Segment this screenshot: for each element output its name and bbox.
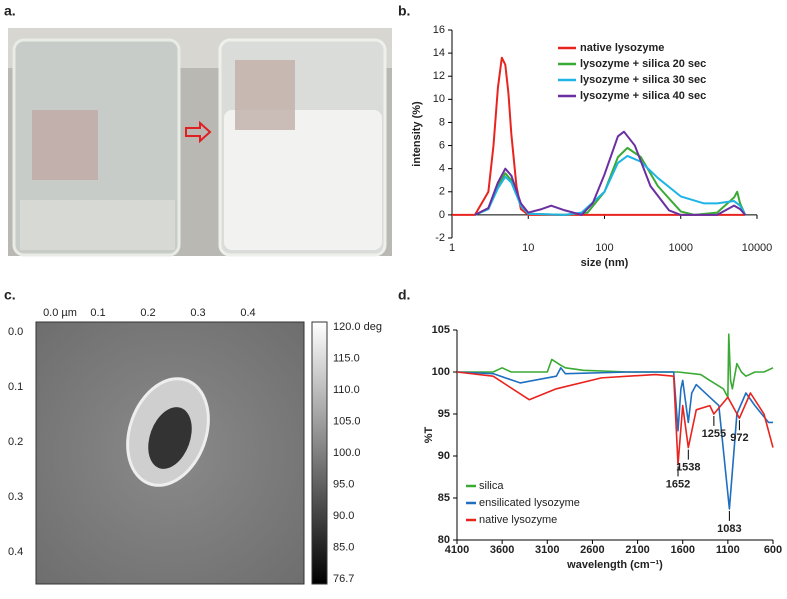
- annotation: 1083: [717, 523, 741, 535]
- colorbar-label: 110.0: [333, 384, 360, 396]
- x-tick-label: 1000: [669, 242, 693, 254]
- legend-label: native lysozyme: [580, 42, 664, 54]
- legend-label: lysozyme + silica 40 sec: [580, 90, 706, 102]
- series-line: [474, 154, 747, 216]
- annotation: 1255: [702, 428, 726, 440]
- y-tick-label: 8: [439, 116, 445, 128]
- legend-label: lysozyme + silica 30 sec: [580, 74, 706, 86]
- x-axis-label: size (nm): [581, 257, 629, 269]
- panel-label: d.: [398, 287, 410, 303]
- series-line: [456, 366, 773, 510]
- afm-x-label: 0.2: [140, 307, 155, 319]
- annotation: 1652: [666, 478, 690, 490]
- y-tick-label: 2: [439, 186, 445, 198]
- colorbar-label: 76.7: [333, 573, 354, 585]
- y-tick-label: 85: [438, 492, 450, 504]
- x-tick-label: 600: [764, 544, 782, 556]
- x-tick-label: 100: [595, 242, 613, 254]
- afm-y-label: 0.2: [8, 436, 23, 448]
- afm-image: [35, 321, 328, 585]
- colorbar-label: 95.0: [333, 478, 354, 490]
- x-tick-label: 2600: [580, 544, 604, 556]
- x-tick-label: 10000: [742, 242, 773, 254]
- y-tick-label: 12: [433, 70, 445, 82]
- annotation: 1538: [676, 462, 700, 474]
- series-line: [457, 333, 774, 399]
- y-axis-label: %T: [423, 426, 435, 443]
- colorbar-label: 85.0: [333, 541, 354, 553]
- x-tick-label: 10: [522, 242, 534, 254]
- legend-label: ensilicated lysozyme: [479, 497, 580, 509]
- y-tick-label: 90: [438, 450, 450, 462]
- x-tick-label: 1: [449, 242, 455, 254]
- colorbar-label: 105.0: [333, 415, 361, 427]
- x-tick-label: 4100: [445, 544, 469, 556]
- afm-y-label: 0.4: [8, 546, 23, 558]
- series-line: [452, 56, 746, 216]
- afm-y-label: 0.3: [8, 491, 23, 503]
- y-tick-label: 14: [433, 47, 445, 59]
- colorbar-label: 100.0: [333, 447, 361, 459]
- y-tick-label: 16: [433, 24, 445, 36]
- annotation: 972: [730, 432, 748, 444]
- legend-label: silica: [479, 480, 504, 492]
- afm-x-label: 0.4: [240, 307, 255, 319]
- x-tick-label: 3100: [535, 544, 559, 556]
- y-tick-label: -2: [435, 232, 445, 244]
- y-tick-label: 105: [432, 324, 450, 336]
- afm-x-label: 0.3: [190, 307, 205, 319]
- afm-x-label: 0.1: [90, 307, 105, 319]
- y-axis-label: intensity (%): [411, 101, 423, 167]
- colorbar-label: 90.0: [333, 510, 354, 522]
- x-tick-label: 3600: [490, 544, 514, 556]
- panel-label: a.: [4, 3, 16, 19]
- y-tick-label: 0: [439, 209, 445, 221]
- afm-x-label: 0.0 µm: [43, 307, 77, 319]
- photo: [8, 28, 392, 257]
- afm-y-label: 0.1: [8, 381, 23, 393]
- y-tick-label: 6: [439, 139, 445, 151]
- legend-label: lysozyme + silica 20 sec: [580, 58, 706, 70]
- series-line: [474, 130, 746, 216]
- x-tick-label: 1600: [670, 544, 694, 556]
- y-tick-label: 80: [438, 534, 450, 546]
- y-tick-label: 95: [438, 408, 450, 420]
- y-tick-label: 4: [439, 163, 445, 175]
- y-tick-label: 100: [432, 366, 450, 378]
- legend-label: native lysozyme: [479, 514, 557, 526]
- x-axis-label: wavelength (cm⁻¹): [566, 559, 663, 571]
- colorbar-label: 115.0: [333, 352, 360, 364]
- afm-y-label: 0.0: [8, 326, 23, 338]
- x-tick-label: 2100: [625, 544, 649, 556]
- x-tick-label: 1100: [716, 544, 740, 556]
- panel-label: b.: [398, 3, 410, 19]
- y-tick-label: 10: [433, 93, 445, 105]
- series-line: [456, 371, 774, 466]
- colorbar-label: 120.0 deg: [333, 321, 382, 333]
- panel-label: c.: [4, 287, 16, 303]
